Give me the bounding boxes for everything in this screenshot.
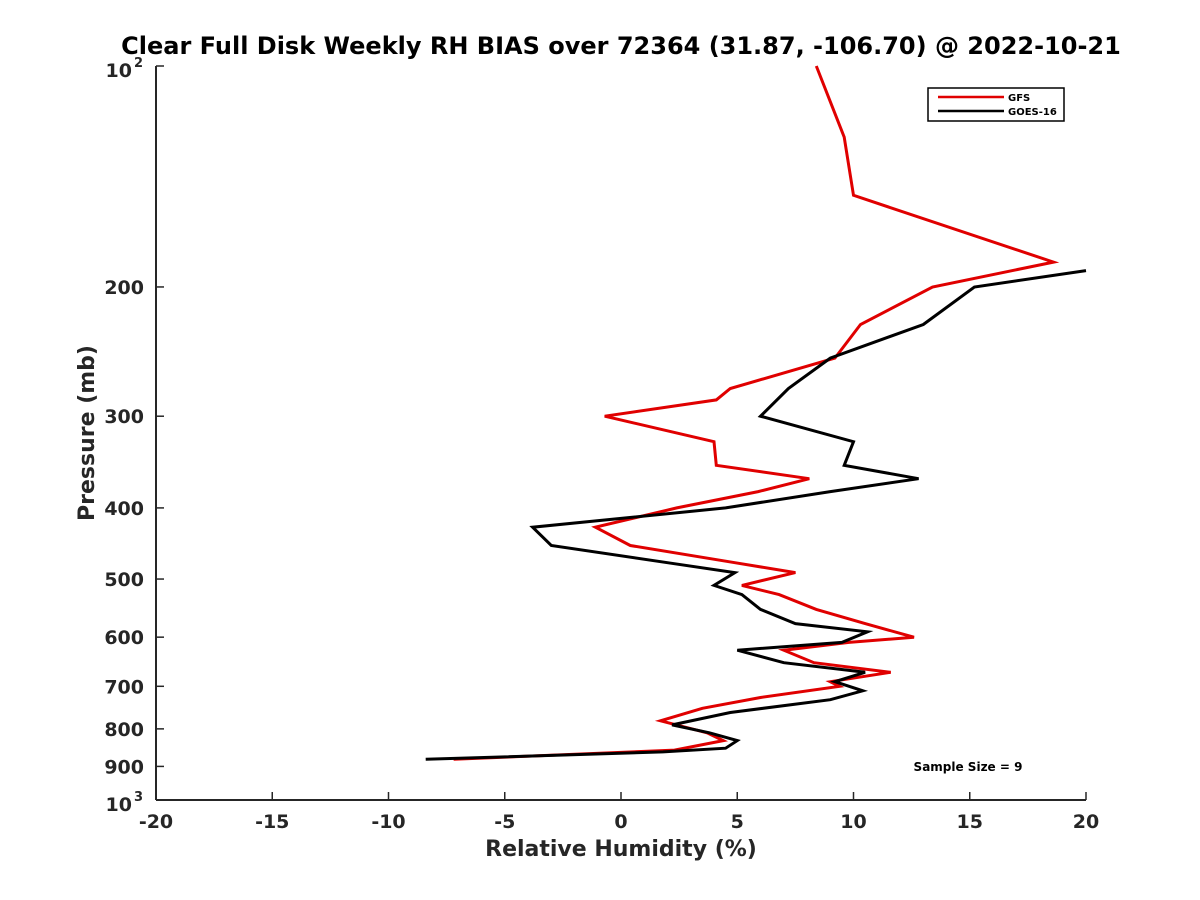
x-tick-label: 0 bbox=[614, 811, 627, 833]
y-tick-label: 900 bbox=[104, 756, 144, 778]
x-axis-label: Relative Humidity (%) bbox=[485, 837, 757, 862]
x-tick-label: 5 bbox=[731, 811, 744, 833]
y-tick-label: 10 bbox=[106, 794, 132, 816]
legend-label-goes16: GOES-16 bbox=[1008, 107, 1057, 118]
y-tick-label: 300 bbox=[104, 406, 144, 428]
legend: GFS GOES-16 bbox=[927, 87, 1065, 122]
x-tick-label: 10 bbox=[840, 811, 866, 833]
y-tick-label: 500 bbox=[104, 569, 144, 591]
x-ticks: -20 -15 -10 -5 0 5 10 15 20 bbox=[139, 792, 1099, 833]
x-tick-label: -20 bbox=[139, 811, 173, 833]
plot-lines bbox=[425, 65, 1087, 761]
y-tick-label: 700 bbox=[104, 676, 144, 698]
x-tick-label: -15 bbox=[255, 811, 289, 833]
x-tick-label: -10 bbox=[371, 811, 405, 833]
chart-title: Clear Full Disk Weekly RH BIAS over 7236… bbox=[121, 32, 1121, 60]
y-tick-label: 800 bbox=[104, 719, 144, 741]
series-line-goes16 bbox=[425, 269, 1087, 761]
legend-label-gfs: GFS bbox=[1008, 93, 1030, 104]
y-axis-label: Pressure (mb) bbox=[75, 345, 100, 521]
y-tick-label: 200 bbox=[104, 277, 144, 299]
series-line-gfs bbox=[453, 65, 1060, 761]
x-tick-label: 15 bbox=[957, 811, 983, 833]
sample-size-annotation: Sample Size = 9 bbox=[914, 760, 1023, 774]
y-tick-label-exponent: 3 bbox=[134, 790, 143, 805]
y-tick-label: 10 bbox=[106, 60, 132, 82]
legend-box bbox=[927, 87, 1065, 122]
x-tick-label: 20 bbox=[1073, 811, 1099, 833]
y-tick-label: 600 bbox=[104, 627, 144, 649]
x-tick-label: -5 bbox=[494, 811, 515, 833]
y-tick-label-exponent: 2 bbox=[134, 56, 143, 71]
y-tick-label: 400 bbox=[104, 498, 144, 520]
